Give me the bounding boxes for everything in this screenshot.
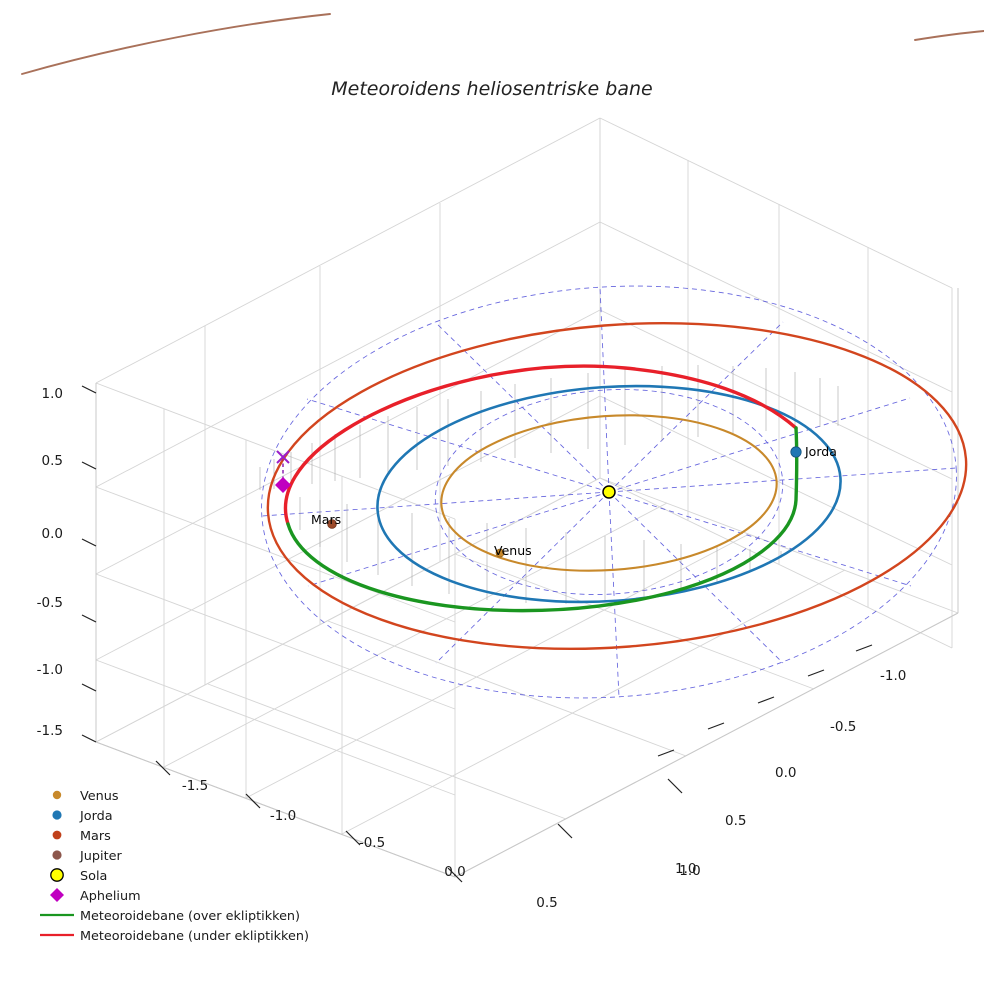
- legend: Venus Jorda Mars Jupiter Sola Aphelium M…: [40, 789, 309, 944]
- legend-label-sola[interactable]: Sola: [80, 869, 107, 884]
- legend-marker-sola: [50, 868, 64, 882]
- xtick-1-0: 1.0: [679, 863, 700, 879]
- body-annotations: Jorda Mars Venus: [311, 444, 837, 558]
- aphelium-cross-icon: [276, 450, 290, 464]
- annotation-venus: Venus: [494, 543, 532, 558]
- legend-label-jupiter[interactable]: Jupiter: [79, 849, 122, 864]
- ztick-neg1-0: -1.0: [37, 662, 63, 678]
- page-title: Meteoroidens heliosentriske bane: [331, 78, 652, 100]
- ztick-0-5: 0.5: [42, 453, 63, 469]
- jorda-orbit: [376, 384, 842, 604]
- sola-marker-group: [602, 485, 616, 499]
- axes-panes: [95, 117, 959, 878]
- legend-marker-jupiter: [52, 850, 62, 860]
- ytick-1-0: 1.0: [675, 861, 696, 877]
- xtick-neg1-0: -1.0: [270, 808, 296, 824]
- legend-label-venus[interactable]: Venus: [80, 789, 119, 804]
- ytick-0-0: 0.0: [775, 765, 796, 781]
- tick-labels: 1.0 0.5 0.0 -0.5 -1.0 -1.5 -1.5 -1.0 -0.…: [37, 386, 907, 911]
- mars-orbit: [266, 321, 968, 651]
- aphelium-diamond-marker[interactable]: [275, 477, 291, 493]
- ztick-neg0-5: -0.5: [37, 595, 63, 611]
- ztick-neg1-5: -1.5: [37, 723, 63, 739]
- xtick-neg0-5: -0.5: [359, 835, 385, 851]
- legend-marker-mars: [52, 830, 62, 840]
- legend-marker-jorda: [52, 810, 62, 820]
- meteoroid-orbit-over: [286, 426, 799, 613]
- legend-marker-aphelium: [50, 888, 64, 902]
- polar-grid: [261, 285, 957, 699]
- venus-marker[interactable]: [495, 548, 505, 558]
- aphelium-group: [275, 450, 291, 493]
- meteoroid-droplines: [259, 365, 839, 604]
- right-wall-grid: [599, 117, 953, 649]
- legend-label-under-ekliptikken[interactable]: Meteoroidebane (under ekliptikken): [80, 929, 309, 944]
- legend-label-mars[interactable]: Mars: [80, 829, 111, 844]
- mars-marker[interactable]: [327, 519, 337, 529]
- ztick-1-0: 1.0: [42, 386, 63, 402]
- annotation-mars: Mars: [311, 512, 341, 527]
- legend-label-aphelium[interactable]: Aphelium: [80, 889, 141, 904]
- xtick-0-5: 0.5: [536, 895, 557, 911]
- meteoroid-orbit-under: [283, 364, 798, 526]
- venus-orbit: [440, 414, 778, 572]
- jorda-marker[interactable]: [790, 446, 802, 458]
- ytick-0-5: 0.5: [725, 813, 746, 829]
- jupiter-orbit: [21, 13, 984, 75]
- axis-spines: [95, 288, 959, 878]
- planet-markers: [327, 446, 802, 558]
- sola-marker[interactable]: [602, 485, 616, 499]
- legend-label-jorda[interactable]: Jorda: [79, 809, 113, 824]
- ytick-neg0-5: -0.5: [830, 719, 856, 735]
- legend-label-over-ekliptikken[interactable]: Meteoroidebane (over ekliptikken): [80, 909, 300, 924]
- ytick-neg1-0: -1.0: [880, 668, 906, 684]
- legend-marker-venus: [52, 790, 62, 800]
- back-wall-grid: [95, 117, 601, 743]
- xtick-0-0: 0.0: [444, 864, 465, 880]
- xtick-neg1-5: -1.5: [182, 778, 208, 794]
- annotation-jorda: Jorda: [804, 444, 837, 459]
- floor-grid: [95, 477, 959, 878]
- ztick-0-0: 0.0: [42, 526, 63, 542]
- axis-ticks: [81, 385, 873, 883]
